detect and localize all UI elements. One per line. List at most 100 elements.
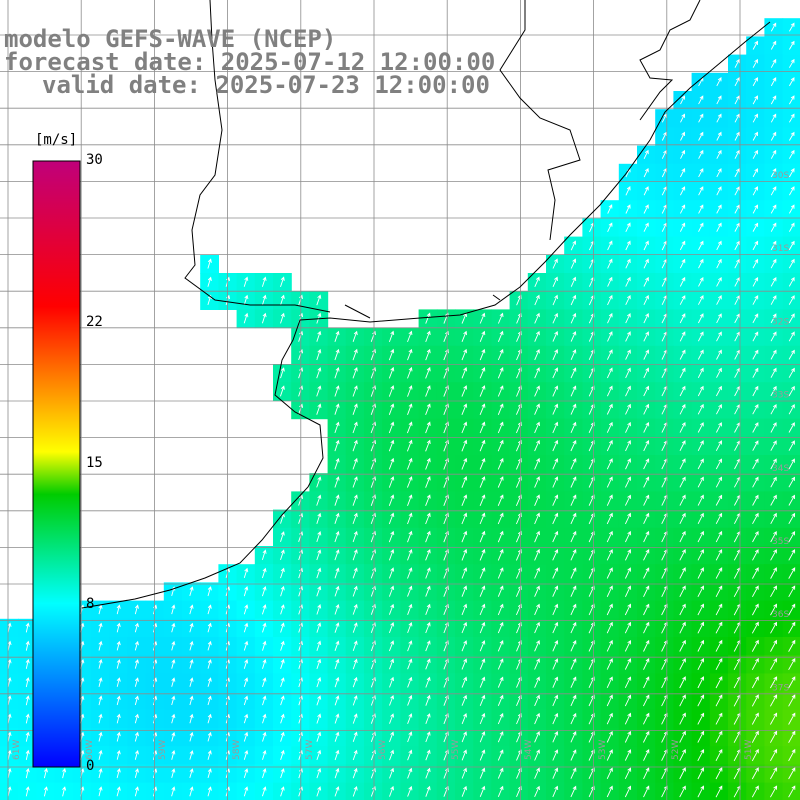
wind-arrow	[189, 677, 194, 687]
wind-arrow	[98, 731, 103, 742]
wind-arrow	[697, 549, 704, 561]
wind-arrow	[752, 512, 759, 525]
wind-arrow	[715, 785, 723, 798]
wind-arrow	[334, 622, 340, 633]
wind-arrow	[624, 621, 632, 634]
latitude-label: 30S	[772, 171, 789, 181]
latitude-label: 34S	[772, 464, 789, 474]
wind-arrow	[407, 658, 413, 670]
wind-arrow	[280, 713, 285, 724]
wind-arrow	[425, 385, 431, 397]
wind-arrow	[734, 204, 740, 214]
wind-arrow	[171, 604, 176, 615]
wind-arrow	[425, 457, 431, 470]
wind-arrow	[534, 712, 540, 725]
wind-arrow	[770, 476, 777, 488]
wind-arrow	[479, 476, 486, 488]
wind-arrow	[171, 695, 176, 706]
wind-arrow	[207, 640, 212, 651]
wind-arrow	[280, 677, 285, 688]
wind-arrow	[770, 621, 777, 634]
wind-arrow	[552, 603, 559, 616]
wind-arrow	[406, 439, 413, 452]
wind-arrow	[334, 458, 340, 470]
wind-arrow	[425, 366, 431, 379]
wind-arrow	[788, 349, 795, 360]
wind-arrow	[334, 658, 340, 670]
wind-arrow	[388, 603, 395, 615]
wind-arrow	[7, 731, 12, 742]
latitude-label: 31S	[772, 244, 789, 254]
wind-arrow	[625, 403, 631, 415]
wind-arrow	[752, 258, 759, 269]
wind-arrow	[679, 331, 686, 342]
wind-arrow	[134, 659, 139, 669]
wind-arrow	[388, 640, 395, 652]
wind-arrow	[479, 767, 486, 779]
wind-arrow	[497, 658, 504, 670]
wind-arrow	[734, 240, 740, 251]
wind-field	[0, 18, 800, 800]
wind-arrow	[334, 585, 340, 597]
wind-arrow	[643, 512, 650, 524]
wind-arrow	[751, 712, 759, 725]
wind-arrow	[770, 785, 778, 798]
wind-arrow	[679, 585, 686, 598]
wind-arrow	[607, 294, 613, 306]
wind-arrow	[770, 385, 777, 397]
wind-arrow	[770, 58, 777, 68]
wind-arrow	[352, 786, 358, 797]
wind-arrow	[534, 312, 540, 324]
wind-arrow	[697, 385, 704, 397]
wind-arrow	[697, 785, 705, 798]
wind-arrow	[479, 312, 486, 324]
wind-arrow	[752, 204, 758, 214]
wind-arrow	[316, 531, 322, 543]
wind-arrow	[642, 730, 650, 743]
wind-arrow	[788, 240, 795, 251]
wind-arrow	[679, 530, 686, 543]
wind-arrow	[643, 676, 650, 689]
wind-arrow	[606, 549, 613, 561]
wind-arrow	[298, 695, 303, 706]
wind-arrow	[207, 258, 212, 269]
wind-arrow	[697, 748, 705, 762]
wind-arrow	[497, 476, 504, 488]
wind-arrow	[334, 731, 340, 742]
wind-arrow	[624, 494, 632, 506]
wind-arrow	[352, 676, 358, 688]
wind-arrow	[570, 603, 577, 616]
wind-arrow	[679, 567, 686, 579]
wind-arrow	[334, 385, 340, 397]
wind-arrow	[25, 713, 30, 724]
wind-arrow	[479, 694, 486, 706]
wind-arrow	[570, 294, 577, 306]
wind-arrow	[716, 113, 722, 123]
wind-arrow	[207, 768, 212, 779]
wind-arrow	[461, 367, 468, 379]
wind-arrow	[606, 530, 613, 543]
wind-arrow	[497, 494, 504, 506]
wind-arrow	[624, 658, 632, 670]
wind-arrow	[425, 676, 431, 688]
wind-arrow	[461, 403, 468, 415]
wind-arrow	[570, 439, 577, 452]
wind-arrow	[25, 640, 30, 651]
wind-arrow	[207, 622, 212, 633]
wind-arrow	[570, 658, 577, 670]
wind-arrow	[262, 622, 267, 633]
coastline-north	[639, 0, 701, 121]
wind-arrow	[770, 22, 777, 32]
wind-arrow	[262, 750, 267, 760]
wind-arrow	[734, 113, 740, 123]
wind-arrow	[624, 639, 632, 652]
wind-arrow	[298, 767, 303, 779]
wind-arrow	[280, 549, 285, 561]
wind-arrow	[425, 785, 431, 797]
wind-arrow	[552, 658, 559, 670]
wind-arrow	[715, 603, 723, 616]
wind-arrow	[98, 786, 103, 797]
wind-arrow	[552, 585, 559, 597]
wind-arrow	[606, 694, 613, 707]
wind-arrow	[679, 676, 686, 689]
